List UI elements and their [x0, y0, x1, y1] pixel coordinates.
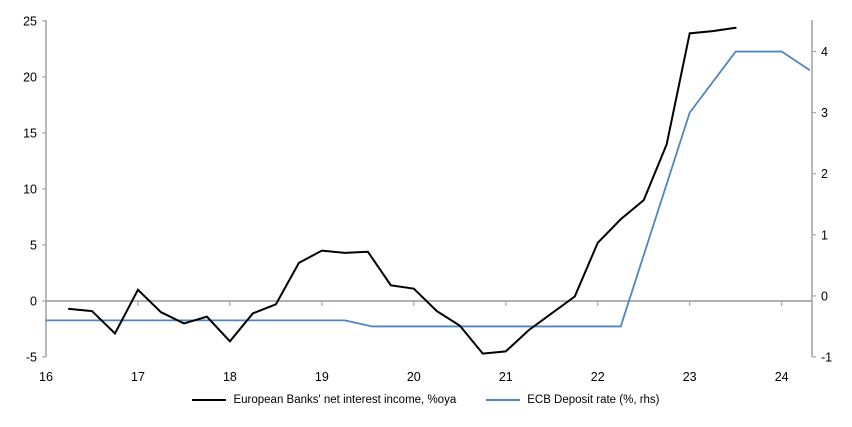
left-axis-label: 5	[30, 239, 37, 253]
left-axis-label: 15	[23, 127, 37, 141]
x-axis-label: 19	[315, 370, 329, 384]
x-axis-label: 16	[39, 370, 53, 384]
x-axis-label: 24	[775, 370, 789, 384]
right-axis-label: 3	[821, 106, 828, 120]
legend-label-nii: European Banks' net interest income, %oy…	[233, 394, 457, 406]
x-axis-label: 18	[223, 370, 237, 384]
nii-line-swatch	[192, 399, 227, 401]
legend-item-nii: European Banks' net interest income, %oy…	[192, 394, 456, 406]
x-axis-label: 23	[683, 370, 697, 384]
left-axis-label: -5	[26, 351, 37, 365]
legend-item-ecb: ECB Deposit rate (%, rhs)	[486, 394, 660, 406]
ecb-line-swatch	[486, 399, 521, 401]
right-axis-label: 4	[821, 45, 828, 59]
left-axis-label: 10	[23, 183, 37, 197]
right-axis-label: 2	[821, 167, 828, 181]
legend-label-ecb: ECB Deposit rate (%, rhs)	[527, 394, 660, 406]
legend: European Banks' net interest income, %oy…	[0, 394, 852, 406]
nii-line-series	[67, 26, 737, 355]
right-axis-label: 1	[821, 228, 828, 242]
left-axis-label: 20	[23, 71, 37, 85]
x-axis-label: 17	[131, 370, 145, 384]
right-axis-label: -1	[821, 351, 832, 365]
x-axis-label: 22	[591, 370, 605, 384]
left-axis-label: 0	[30, 295, 37, 309]
x-axis-label: 21	[499, 370, 513, 384]
x-axis-label: 20	[407, 370, 421, 384]
ecb-rate-series	[45, 50, 811, 328]
right-axis-label: 0	[821, 289, 828, 303]
left-axis-label: 25	[23, 15, 37, 29]
